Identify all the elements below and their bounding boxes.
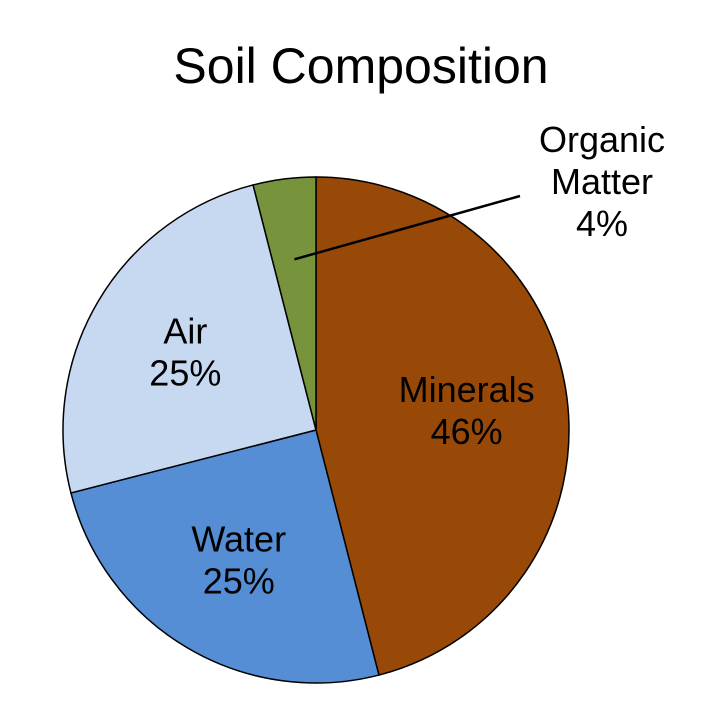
pie-label-name-organic-matter: Organic: [539, 119, 665, 160]
pie-label-water: Water 25%: [191, 519, 286, 602]
pie-label-organic-matter: Organic Matter 4%: [539, 119, 665, 244]
pie-label-air: Air 25%: [149, 311, 221, 394]
pie-label-value-air: 25%: [149, 353, 221, 394]
pie-label-name-air: Air: [163, 311, 207, 352]
pie-label-value-organic-matter: 4%: [576, 203, 628, 244]
pie-label-name-water: Water: [191, 519, 286, 560]
pie-slice-air: [62, 184, 317, 494]
pie-slices: [62, 176, 570, 684]
pie-label-name-minerals: Minerals: [399, 369, 535, 410]
pie-label-minerals: Minerals 46%: [399, 369, 535, 452]
pie-labels: Minerals 46%Water 25%Air 25%Organic Matter 4%: [149, 119, 665, 602]
pie-label-value-water: 25%: [203, 561, 275, 602]
pie-slice-water: [70, 429, 380, 684]
pie-slice-organic-matter: [252, 176, 317, 431]
chart-title: Soil Composition: [173, 38, 548, 94]
pie-label-name-organic-matter: Matter: [551, 161, 653, 202]
leader-line-organic-matter: [294, 194, 521, 261]
pie-label-value-minerals: 46%: [431, 411, 503, 452]
pie-slice-minerals: [315, 176, 570, 676]
